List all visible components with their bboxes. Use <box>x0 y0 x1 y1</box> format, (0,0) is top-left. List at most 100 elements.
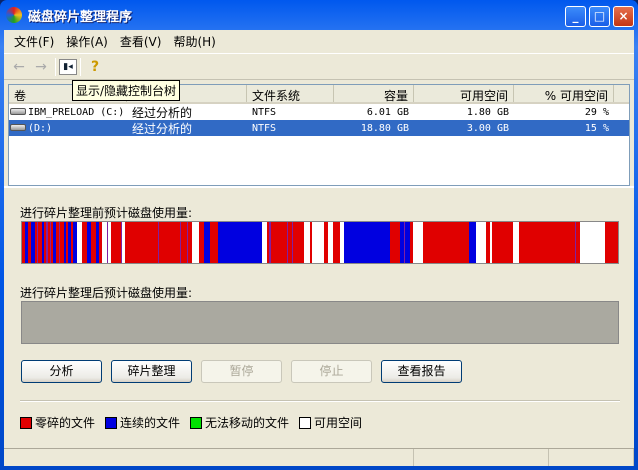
before-label: 进行碎片整理前预计磁盘使用量: <box>20 206 193 220</box>
disk-cluster-block <box>181 222 187 263</box>
disk-cluster-block <box>22 222 26 263</box>
disk-cluster-block <box>68 222 71 263</box>
status-pane <box>549 449 634 466</box>
disk-cluster-block <box>324 222 328 263</box>
disk-cluster-block <box>343 222 391 263</box>
disk-cluster-block <box>405 222 410 263</box>
disk-cluster-block <box>288 222 292 263</box>
status-pane <box>4 449 414 466</box>
disk-cluster-block <box>513 222 520 263</box>
disk-cluster-block <box>218 222 263 263</box>
disk-cluster-block <box>107 222 112 263</box>
volume-capacity: 6.01 GB <box>366 106 409 118</box>
disk-cluster-block <box>399 222 405 263</box>
toolbar: ← → ▮◂ ? <box>4 54 634 80</box>
legend-label: 可用空间 <box>314 416 363 430</box>
disk-cluster-block <box>111 222 121 263</box>
legend-fragmented: 零碎的文件 <box>20 414 95 431</box>
view-report-button[interactable]: 查看报告 <box>381 360 462 383</box>
disk-cluster-block <box>96 222 99 263</box>
volume-capacity: 18.80 GB <box>360 122 409 134</box>
tooltip: 显示/隐藏控制台树 <box>72 80 181 101</box>
menu-view[interactable]: 查看(V) <box>119 35 162 49</box>
disk-cluster-block <box>204 222 211 263</box>
disk-cluster-block <box>120 222 122 263</box>
volume-free: 3.00 GB <box>466 122 509 134</box>
back-arrow-icon[interactable]: ← <box>13 58 25 75</box>
disk-cluster-block <box>63 222 67 263</box>
disk-cluster-block <box>262 222 268 263</box>
disk-cluster-block <box>267 222 270 263</box>
disk-map-after <box>21 301 619 344</box>
volume-pct-free: 29 % <box>584 106 609 118</box>
green-swatch <box>190 416 203 429</box>
disk-cluster-block <box>31 222 35 263</box>
divider <box>20 400 620 402</box>
disk-cluster-block <box>413 222 423 263</box>
disk-cluster-block <box>47 222 50 263</box>
menu-help[interactable]: 帮助(H) <box>173 35 216 49</box>
close-button[interactable]: × <box>613 6 634 27</box>
analyze-button[interactable]: 分析 <box>21 360 102 383</box>
client-area: 文件(F) 操作(A) 查看(V) 帮助(H) ← → ▮◂ ? 显示/隐藏控制… <box>4 30 634 466</box>
disk-cluster-block <box>340 222 344 263</box>
title-bar: 磁盘碎片整理程序 <box>0 0 638 30</box>
disk-cluster-block <box>37 222 39 263</box>
disk-cluster-block <box>576 222 580 263</box>
disk-cluster-block <box>55 222 60 263</box>
disk-cluster-block <box>41 222 45 263</box>
legend-label: 连续的文件 <box>120 416 181 430</box>
table-row[interactable]: IBM_PRELOAD (C:) 经过分析的 NTFS 6.01 GB 1.80… <box>9 104 629 120</box>
show-hide-console-tree-icon[interactable]: ▮◂ <box>59 58 77 75</box>
disk-cluster-block <box>191 222 199 263</box>
disk-cluster-block <box>34 222 38 263</box>
legend: 零碎的文件 连续的文件 无法移动的文件 可用空间 <box>20 414 362 431</box>
column-free-space[interactable]: 可用空间 <box>414 85 514 103</box>
disk-cluster-block <box>49 222 52 263</box>
volume-free: 1.80 GB <box>466 106 509 118</box>
disk-cluster-block <box>159 222 180 263</box>
blue-swatch <box>105 416 118 429</box>
menu-file[interactable]: 文件(F) <box>14 35 55 49</box>
column-pct-free[interactable]: % 可用空间 <box>514 85 614 103</box>
legend-label: 无法移动的文件 <box>205 416 290 430</box>
disk-cluster-block <box>312 222 325 263</box>
disk-cluster-block <box>327 222 334 263</box>
disk-cluster-block <box>485 222 491 263</box>
pause-button: 暂停 <box>201 360 282 383</box>
column-session-status[interactable] <box>127 85 247 102</box>
table-row-selected[interactable]: (D:) 经过分析的 NTFS 18.80 GB 3.00 GB 15 % <box>9 120 629 136</box>
toolbar-separator <box>80 57 81 76</box>
disk-cluster-block <box>286 222 289 263</box>
disk-cluster-block <box>333 222 341 263</box>
column-capacity[interactable]: 容量 <box>334 85 414 103</box>
disk-cluster-block <box>579 222 606 263</box>
legend-label: 零碎的文件 <box>35 416 96 430</box>
disk-map-before <box>21 221 619 264</box>
column-filesystem[interactable]: 文件系统 <box>247 85 334 103</box>
after-label: 进行碎片整理后预计磁盘使用量: <box>20 286 193 300</box>
maximize-button[interactable]: □ <box>589 6 610 27</box>
volume-fs: NTFS <box>252 122 277 134</box>
stop-button: 停止 <box>291 360 372 383</box>
defragment-button[interactable]: 碎片整理 <box>111 360 192 383</box>
volume-name: (D:) <box>28 122 53 134</box>
disk-cluster-block <box>188 222 192 263</box>
disk-cluster-block <box>38 222 42 263</box>
disk-cluster-block <box>82 222 88 263</box>
minimize-button[interactable]: _ <box>565 6 586 27</box>
volume-status: 经过分析的 <box>132 121 193 136</box>
volume-name: IBM_PRELOAD (C:) <box>28 106 125 118</box>
disk-cluster-block <box>404 222 406 263</box>
disk-cluster-block <box>469 222 477 263</box>
volume-fs: NTFS <box>252 106 277 118</box>
menu-action[interactable]: 操作(A) <box>66 35 108 49</box>
forward-arrow-icon[interactable]: → <box>35 58 47 75</box>
help-icon[interactable]: ? <box>90 58 100 75</box>
disk-cluster-block <box>106 222 108 263</box>
drive-icon <box>10 108 26 115</box>
disk-cluster-block <box>102 222 107 263</box>
disk-cluster-block <box>157 222 160 263</box>
disk-cluster-block <box>76 222 83 263</box>
